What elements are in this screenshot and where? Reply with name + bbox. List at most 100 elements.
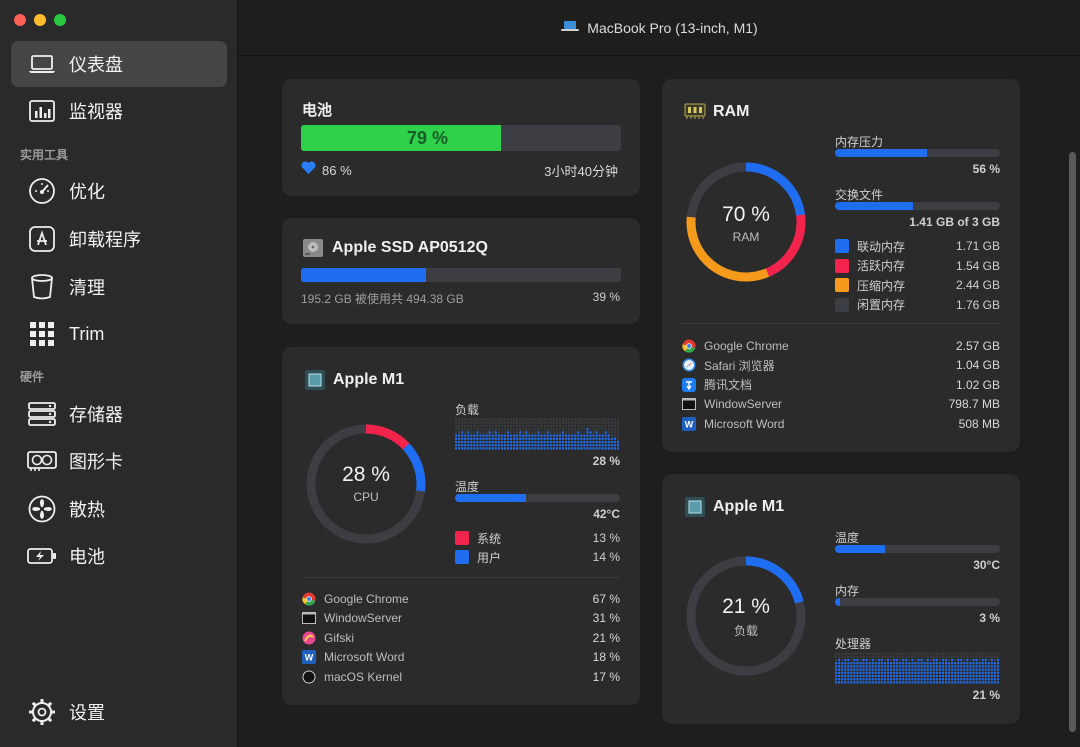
- history-cell: [935, 662, 938, 665]
- history-cell: [914, 655, 917, 658]
- history-cell: [874, 665, 877, 668]
- history-cell: [969, 662, 972, 665]
- process-row: W Microsoft Word 508 MB: [682, 414, 1000, 433]
- history-cell: [905, 658, 908, 662]
- history-cell: [978, 674, 981, 678]
- history-cell: [613, 431, 616, 434]
- history-cell: [914, 662, 917, 665]
- history-cell: [941, 678, 944, 681]
- history-cell: [954, 678, 957, 681]
- ram-pressure-value: 56 %: [972, 162, 1000, 176]
- history-cell: [871, 662, 874, 665]
- history-cell: [571, 440, 574, 444]
- sidebar-item-monitor[interactable]: 监视器: [11, 88, 227, 134]
- history-cell: [568, 428, 571, 431]
- history-cell: [893, 681, 896, 684]
- sidebar-item-battery[interactable]: 电池: [11, 533, 227, 579]
- history-cell: [960, 662, 963, 665]
- history-cell: [877, 652, 880, 655]
- history-cell: [519, 444, 522, 447]
- history-cell: [868, 662, 871, 665]
- history-cell: [577, 440, 580, 444]
- history-cell: [862, 671, 865, 674]
- history-cell: [592, 440, 595, 444]
- zoom-window-button[interactable]: [54, 14, 66, 26]
- storage-icon: [27, 399, 57, 429]
- sidebar-item-uninstaller[interactable]: 卸载程序: [11, 216, 227, 262]
- history-cell: [522, 428, 525, 431]
- history-cell: [960, 681, 963, 684]
- sidebar-item-graphics[interactable]: 图形卡: [11, 438, 227, 484]
- history-cell: [978, 681, 981, 684]
- history-cell: [945, 652, 948, 655]
- sidebar-item-cooling[interactable]: 散热: [11, 486, 227, 532]
- history-cell: [546, 434, 549, 437]
- history-cell: [972, 671, 975, 674]
- history-cell: [458, 447, 461, 450]
- cpu-system-value: 13 %: [592, 531, 620, 545]
- history-cell: [883, 668, 886, 671]
- history-cell: [890, 655, 893, 658]
- history-cell: [598, 418, 601, 421]
- history-cell: [987, 674, 990, 678]
- history-cell: [485, 444, 488, 447]
- history-cell: [513, 437, 516, 440]
- history-cell: [519, 440, 522, 444]
- history-cell: [853, 655, 856, 658]
- history-cell: [865, 678, 868, 681]
- history-cell: [893, 662, 896, 665]
- history-cell: [975, 678, 978, 681]
- history-cell: [546, 424, 549, 428]
- sidebar-item-storage[interactable]: 存储器: [11, 391, 227, 437]
- history-cell: [586, 418, 589, 421]
- sidebar-item-trim[interactable]: Trim: [11, 311, 227, 357]
- gpu-ring-arc: [686, 556, 806, 676]
- history-cell: [482, 424, 485, 428]
- legend-swatch: [835, 258, 849, 273]
- history-cell: [835, 674, 838, 678]
- history-cell: [516, 421, 519, 424]
- sidebar-item-dashboard[interactable]: 仪表盘: [11, 41, 227, 87]
- minimize-window-button[interactable]: [34, 14, 46, 26]
- process-row: WindowServer 31 %: [302, 609, 620, 628]
- history-cell: [601, 418, 604, 421]
- history-cell: [461, 424, 464, 428]
- history-cell: [565, 444, 568, 447]
- history-cell: [917, 674, 920, 678]
- process-row: Gifski 21 %: [302, 628, 620, 647]
- history-cell: [546, 431, 549, 434]
- history-cell: [908, 668, 911, 671]
- history-cell: [847, 668, 850, 671]
- history-cell: [592, 447, 595, 450]
- battery-level-bar: 79 %: [301, 125, 621, 151]
- history-cell: [969, 665, 972, 668]
- history-cell: [485, 447, 488, 450]
- history-cell: [586, 431, 589, 434]
- history-cell: [455, 434, 458, 437]
- history-cell: [896, 668, 899, 671]
- history-cell: [996, 678, 999, 681]
- history-cell: [598, 437, 601, 440]
- ram-swap-value: 1.41 GB of 3 GB: [909, 215, 1000, 229]
- history-cell: [835, 662, 838, 665]
- history-cell: [838, 671, 841, 674]
- sidebar-item-optimize[interactable]: 优化: [11, 168, 227, 214]
- history-cell: [558, 447, 561, 450]
- history-cell: [963, 678, 966, 681]
- history-cell: [604, 424, 607, 428]
- history-cell: [525, 437, 528, 440]
- gpu-ring-label: 负载: [733, 624, 758, 638]
- history-cell: [561, 424, 564, 428]
- history-cell: [583, 421, 586, 424]
- legend-value: 1.76 GB: [955, 297, 1000, 312]
- process-name: WindowServer: [324, 611, 403, 626]
- sidebar-item-settings[interactable]: 设置: [11, 689, 227, 735]
- gpu-processor-history: [835, 652, 999, 684]
- sidebar-item-cleanup[interactable]: 清理: [11, 264, 227, 310]
- history-cell: [473, 418, 476, 421]
- history-cell: [598, 431, 601, 434]
- scrollbar[interactable]: [1069, 152, 1076, 732]
- history-cell: [467, 424, 470, 428]
- close-window-button[interactable]: [14, 14, 26, 26]
- history-cell: [890, 665, 893, 668]
